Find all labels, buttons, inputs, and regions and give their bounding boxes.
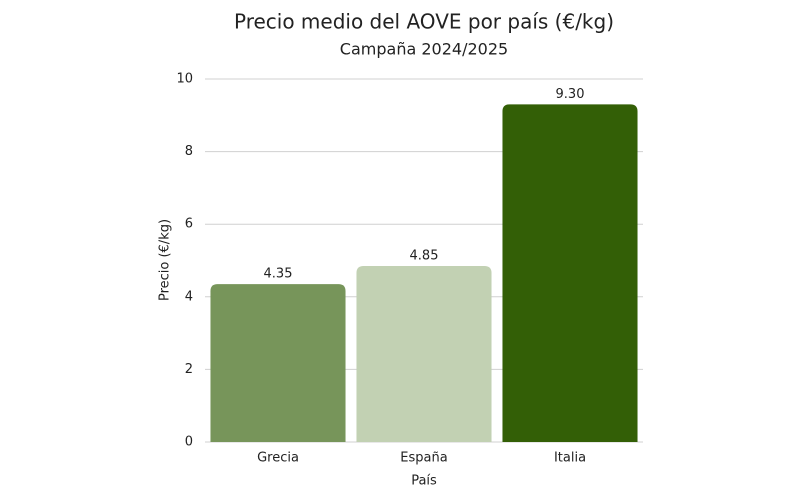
- y-tick-label: 8: [185, 144, 193, 159]
- y-tick-label: 2: [185, 362, 193, 377]
- x-tick-label: España: [400, 451, 447, 466]
- x-axis-label: País: [411, 474, 437, 489]
- y-tick-label: 0: [185, 435, 193, 450]
- chart-subtitle: Campaña 2024/2025: [340, 40, 508, 59]
- y-tick-label: 6: [185, 217, 193, 232]
- bar: [356, 265, 492, 442]
- value-label: 4.35: [264, 267, 293, 282]
- bar: [502, 104, 638, 442]
- chart-title: Precio medio del AOVE por país (€/kg): [234, 10, 614, 34]
- y-tick-label: 10: [176, 72, 193, 87]
- y-axis-label: Precio (€/kg): [158, 219, 173, 301]
- value-label: 4.85: [410, 248, 439, 263]
- value-label: 9.30: [556, 87, 585, 102]
- x-tick-label: Italia: [554, 451, 586, 466]
- bar: [210, 284, 346, 442]
- x-tick-label: Grecia: [257, 451, 299, 466]
- y-tick-label: 4: [185, 289, 193, 304]
